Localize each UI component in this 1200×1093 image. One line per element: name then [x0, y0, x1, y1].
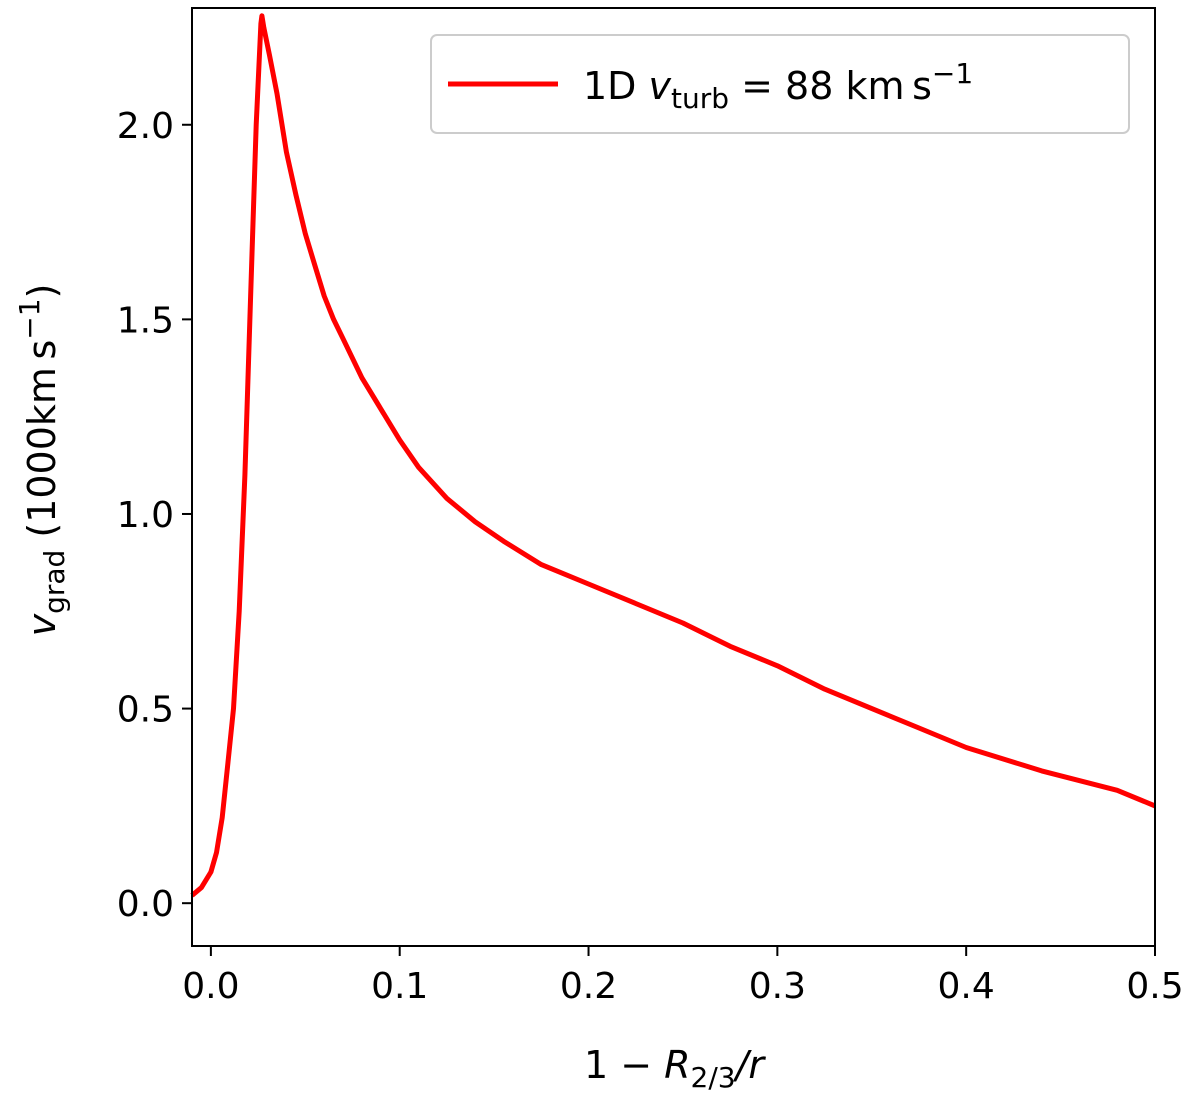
y-tick-label: 2.0: [117, 106, 174, 147]
legend-prefix: 1D: [583, 64, 649, 108]
plot-frame: [191, 7, 1156, 947]
legend-value: = 88 km s: [729, 64, 932, 108]
x-axis-label: 1 − R2/3/r: [584, 1043, 766, 1093]
y-tick-label: 1.0: [117, 495, 174, 536]
legend-sup: −1: [932, 57, 973, 90]
x-axis-prefix: 1 −: [584, 1043, 664, 1087]
y-tick-label: 0.5: [117, 690, 174, 731]
x-tick-label: 0.3: [749, 966, 806, 1007]
y-axis-paren-open: (1000km s: [20, 340, 64, 550]
y-axis-sub: grad: [38, 550, 71, 614]
x-tick-label: 0.5: [1126, 966, 1183, 1007]
x-tick-label: 0.1: [371, 966, 428, 1007]
y-tick-label: 0.0: [117, 884, 174, 925]
x-tick-label: 0.4: [938, 966, 995, 1007]
y-axis-label: vgrad (1000km s−1): [13, 284, 71, 637]
x-tick-label: 0.0: [182, 966, 239, 1007]
series-layer: [190, 13, 1156, 898]
x-axis-sub: 2/3: [691, 1061, 736, 1093]
x-tick-label: 0.2: [560, 966, 617, 1007]
series-line: [190, 13, 1156, 898]
y-axis-var: v: [20, 613, 64, 636]
ticks-layer: 0.0 0.1 0.2 0.3 0.4 0.5 0.0 0.5 1.0 1.5 2.0: [117, 106, 1184, 1007]
x-axis-suffix: /: [733, 1043, 753, 1087]
x-axis-var: R: [664, 1043, 690, 1087]
legend: 1D vturb = 88 km s−1: [430, 34, 1130, 134]
legend-var: v: [649, 64, 672, 108]
y-axis-paren-close: ): [20, 284, 64, 299]
x-axis-var2: r: [748, 1043, 766, 1087]
y-tick-label: 1.5: [117, 300, 174, 341]
y-axis-sup: −1: [13, 298, 46, 339]
legend-label: 1D vturb = 88 km s−1: [583, 57, 973, 115]
legend-box: [430, 34, 1130, 134]
legend-sub: turb: [671, 82, 729, 115]
